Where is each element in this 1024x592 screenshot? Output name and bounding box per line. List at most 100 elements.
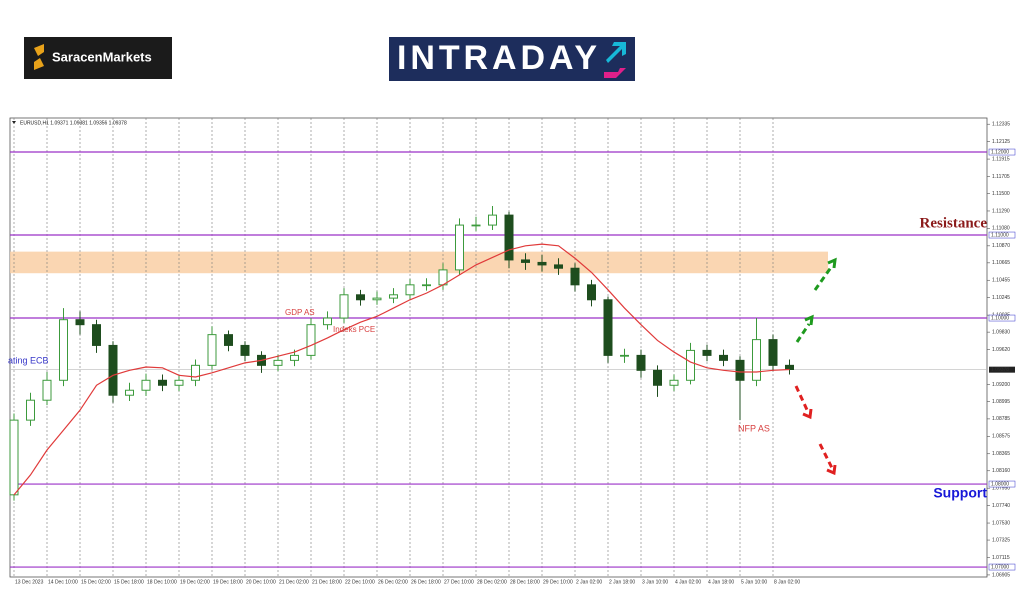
level-label-box xyxy=(988,563,1016,571)
candle-body xyxy=(636,354,646,371)
level-label-box xyxy=(988,480,1016,488)
y-tick-label: 1.09200 xyxy=(992,382,1010,388)
candle-body xyxy=(405,284,415,296)
candle-body xyxy=(570,267,580,286)
x-tick-label: 20 Dec 10:00 xyxy=(246,579,276,585)
level-label-box xyxy=(988,148,1016,156)
candle-body xyxy=(125,389,134,396)
chart-header: EURUSD,H1 1.09371 1.09381 1.09356 1.0937… xyxy=(20,120,127,126)
y-tick-label: 1.10870 xyxy=(992,243,1010,249)
candle-body xyxy=(735,359,745,381)
x-tick-label: 29 Dec 10:00 xyxy=(543,579,573,585)
x-tick-label: 21 Dec 02:00 xyxy=(279,579,309,585)
banner-box xyxy=(389,37,635,81)
x-tick-label: 5 Jan 10:00 xyxy=(741,579,767,585)
candle-body xyxy=(785,364,794,370)
y-tick-label: 1.11290 xyxy=(992,208,1010,214)
candle-body xyxy=(174,379,184,386)
banner-logo: INTRADAY xyxy=(389,37,635,81)
candle-body xyxy=(686,349,695,381)
candle-body xyxy=(323,317,332,326)
x-tick-label: 2 Jan 02:00 xyxy=(576,579,602,585)
x-tick-label: 26 Dec 18:00 xyxy=(411,579,441,585)
x-tick-label: 14 Dec 10:00 xyxy=(48,579,78,585)
plot xyxy=(9,118,987,577)
price-label: 1.09378 xyxy=(991,367,1009,373)
x-tick-label: 15 Dec 02:00 xyxy=(81,579,111,585)
x-tick-label: 19 Dec 18:00 xyxy=(213,579,243,585)
x-tick-label: 3 Jan 10:00 xyxy=(642,579,668,585)
y-tick-label: 1.07740 xyxy=(992,503,1010,509)
x-tick-label: 18 Dec 10:00 xyxy=(147,579,177,585)
arrow-down xyxy=(818,443,834,469)
y-tick-label: 1.07325 xyxy=(992,537,1010,543)
resistance-zone xyxy=(10,251,828,274)
y-tick-label: 1.08365 xyxy=(992,451,1010,457)
candle-body xyxy=(240,344,250,356)
plot-frame xyxy=(9,117,988,578)
y-tick-label: 1.12125 xyxy=(992,139,1010,145)
candle-body xyxy=(372,297,382,301)
y-tick-label: 1.11500 xyxy=(992,191,1010,197)
level-label: 1.07000 xyxy=(991,564,1009,570)
candle-body xyxy=(669,379,679,386)
candle-body xyxy=(488,214,497,226)
arrow-head xyxy=(827,257,837,269)
candle-body xyxy=(389,294,398,299)
brand-box xyxy=(24,37,172,79)
level-label: 1.11000 xyxy=(991,232,1009,238)
y-tick-label: 1.06905 xyxy=(992,572,1010,578)
arrow-head xyxy=(802,408,813,420)
arrow-up xyxy=(813,265,834,291)
x-tick-label: 22 Dec 10:00 xyxy=(345,579,375,585)
y-tick-label: 1.07950 xyxy=(992,486,1010,492)
y-tick-label: 1.11915 xyxy=(992,156,1010,162)
level-label: 1.10000 xyxy=(991,315,1009,321)
candle-body xyxy=(273,359,283,366)
candle-body xyxy=(42,379,52,401)
banner-text: INTRADAY xyxy=(397,39,597,77)
y-tick-label: 1.09830 xyxy=(992,329,1010,335)
annotation: NFP AS xyxy=(738,423,770,433)
x-tick-label: 15 Dec 18:00 xyxy=(114,579,144,585)
y-tick-label: 1.11705 xyxy=(992,174,1010,180)
candle-body xyxy=(224,334,233,346)
x-tick-label: 21 Dec 18:00 xyxy=(312,579,342,585)
y-tick-label: 1.11080 xyxy=(992,226,1010,232)
candle-body xyxy=(504,214,514,261)
candle-body xyxy=(306,324,316,356)
candle-body xyxy=(537,261,547,266)
x-tick-label: 4 Jan 02:00 xyxy=(675,579,701,585)
x-tick-label: 4 Jan 18:00 xyxy=(708,579,734,585)
x-tick-label: 19 Dec 02:00 xyxy=(180,579,210,585)
x-tick-label: 28 Dec 18:00 xyxy=(510,579,540,585)
level-label: 1.08000 xyxy=(991,481,1009,487)
brand-icon xyxy=(34,44,44,70)
candle-body xyxy=(339,294,349,319)
moving-average xyxy=(13,243,790,496)
banner-arrow-down xyxy=(604,68,626,78)
y-tick-label: 1.07115 xyxy=(992,555,1010,561)
y-tick-label: 1.12335 xyxy=(992,122,1010,128)
annotation: GDP AS xyxy=(285,308,315,317)
brand-text: SaracenMarkets xyxy=(52,49,152,64)
y-tick-label: 1.09620 xyxy=(992,347,1010,353)
candle-body xyxy=(59,319,68,381)
candle-body xyxy=(521,259,530,263)
candle-body xyxy=(26,399,35,421)
candle-body xyxy=(554,264,563,269)
candle-body xyxy=(603,299,613,356)
candle-body xyxy=(653,369,662,386)
y-tick-label: 1.08995 xyxy=(992,399,1010,405)
y-tick-label: 1.08575 xyxy=(992,434,1010,440)
x-tick-label: 8 Jan 02:00 xyxy=(774,579,800,585)
banner-arrow-up xyxy=(606,42,626,63)
y-tick-label: 1.08160 xyxy=(992,468,1010,474)
arrow-up xyxy=(795,323,811,343)
y-tick-label: 1.10665 xyxy=(992,260,1010,266)
candle-body xyxy=(471,224,481,227)
candle-body xyxy=(75,319,85,326)
candle-body xyxy=(9,419,19,496)
forecast-arrows xyxy=(794,257,837,476)
